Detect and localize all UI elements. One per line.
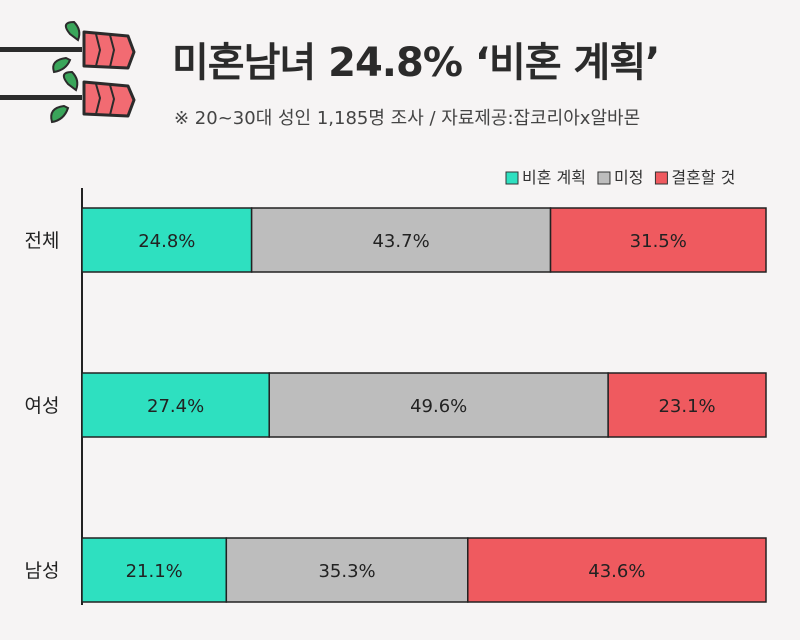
data-label: 24.8% (138, 231, 195, 252)
page-subtitle: ※ 20~30대 성인 1,185명 조사 / 자료제공:잡코리아x알바몬 (174, 108, 641, 129)
legend-swatch (597, 171, 611, 185)
bar-segment (81, 372, 270, 438)
page-title: 미혼남녀 24.8% ‘비혼 계획’ (172, 40, 660, 86)
data-label: 31.5% (630, 231, 687, 252)
data-label: 43.7% (372, 231, 429, 252)
rose-top-icon (52, 20, 136, 74)
data-label: 21.1% (126, 561, 183, 582)
data-label: 43.6% (588, 561, 645, 582)
data-label: 27.4% (147, 396, 204, 417)
rose-stems (0, 47, 82, 100)
category-label: 여성 (25, 395, 60, 417)
bar-segment (250, 207, 552, 273)
rose-bottom-icon (50, 70, 136, 124)
legend-swatch (654, 171, 668, 185)
bar-segment (81, 537, 228, 603)
bar-segment (607, 372, 767, 438)
category-label: 전체 (25, 230, 60, 252)
rose-illustration (0, 20, 136, 124)
data-label: 35.3% (318, 561, 375, 582)
legend-label: 비혼 계획 (522, 168, 586, 187)
category-label: 남성 (25, 560, 60, 582)
legend-label: 결혼할 것 (671, 168, 735, 187)
bar-segment (549, 207, 767, 273)
chart-legend: 비혼 계획 미정 결혼할 것 (505, 168, 735, 187)
bar-segment (81, 207, 253, 273)
bar-segment (225, 537, 469, 603)
legend-swatch (505, 171, 519, 185)
data-label: 49.6% (410, 396, 467, 417)
bar-segment (467, 537, 767, 603)
legend-label: 미정 (614, 168, 643, 187)
data-label: 23.1% (658, 396, 715, 417)
